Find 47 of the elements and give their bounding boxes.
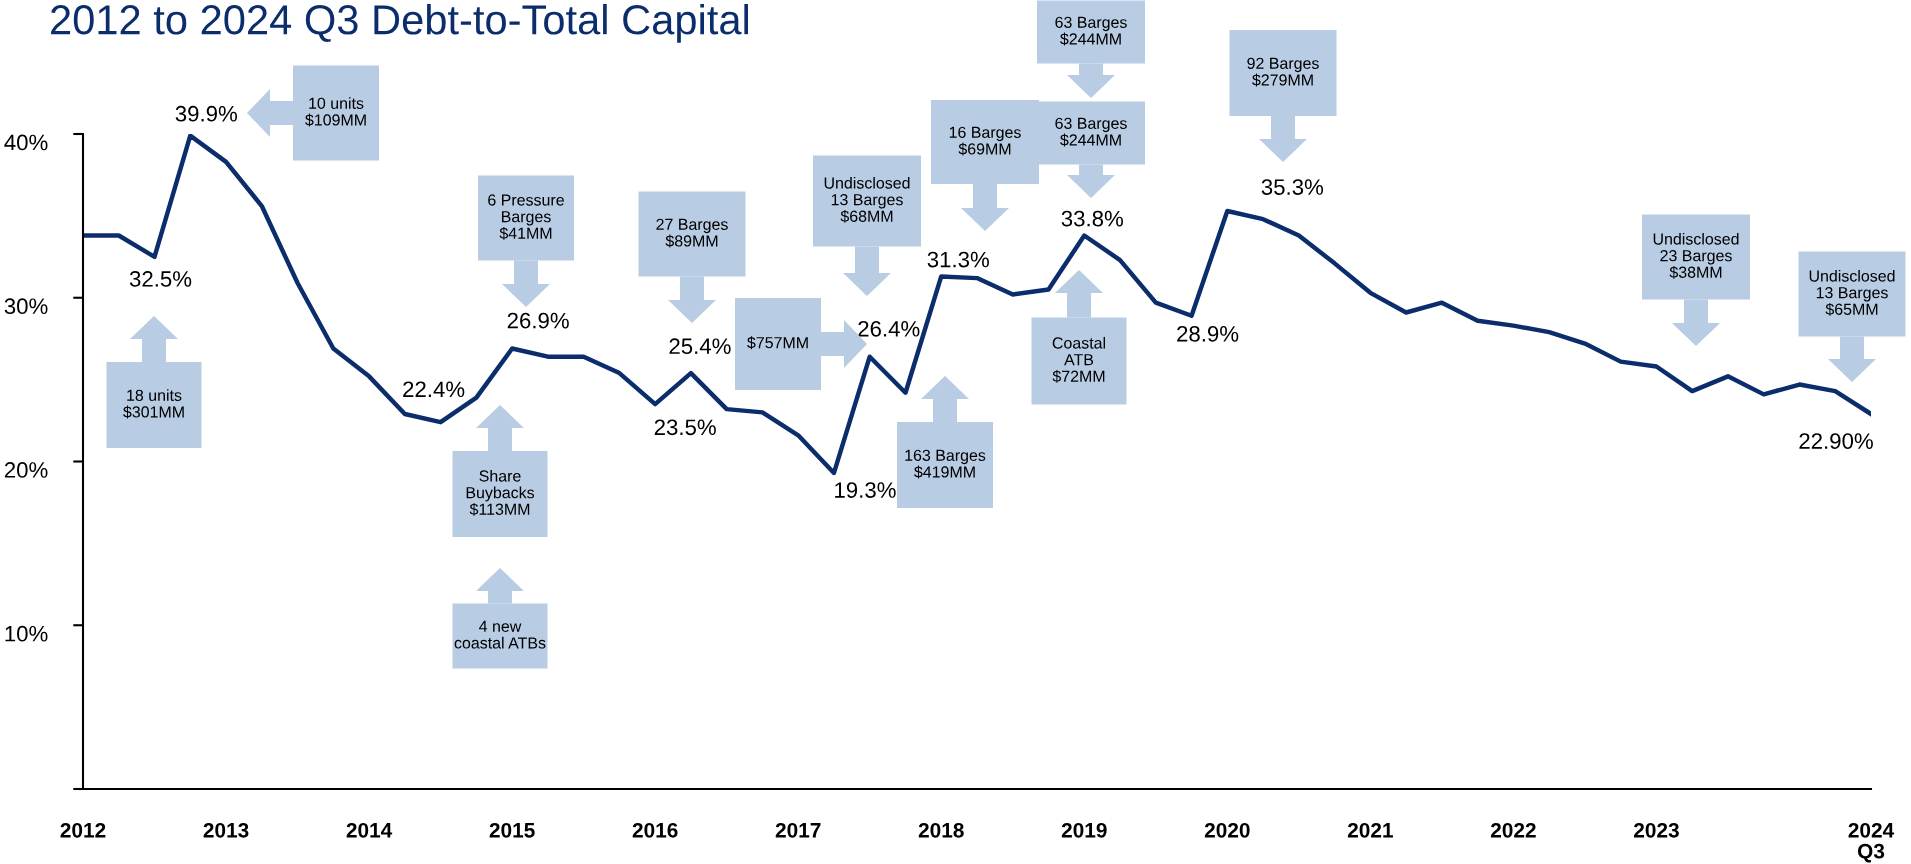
x-tick-label: 2017 — [775, 822, 821, 838]
annotation: 18 units $301MM — [123, 389, 184, 419]
x-tick-label: 2015 — [489, 822, 535, 838]
x-tick-label: 2020 — [1204, 822, 1250, 838]
annotation: 27 Barges $89MM — [656, 218, 728, 248]
data-label: 31.3% — [927, 251, 989, 268]
x-tick-label: 2019 — [1061, 822, 1107, 838]
x-tick-label: 2022 — [1490, 822, 1536, 838]
annotation: 163 Barges $419MM — [905, 449, 986, 479]
annotation: 4 new coastal ATBs — [454, 620, 546, 649]
data-label: 22.90% — [1799, 433, 1873, 449]
chart-title: 2012 to 2024 Q3 Debt-to-Total Capital — [51, 4, 749, 43]
data-label: 32.5% — [129, 271, 192, 287]
annotation: $757MM — [747, 336, 808, 350]
text: 10 units $109MM — [305, 97, 366, 127]
x-tick-label: 2021 — [1347, 822, 1393, 838]
data-label: 23.5% — [654, 419, 716, 436]
data-label: 28.9% — [1177, 325, 1239, 342]
x-tick-label: 2014 — [346, 822, 393, 838]
x-tick-label: 2012 — [60, 822, 106, 838]
annotation: 6 Pressure Barges $41MM — [488, 194, 564, 240]
x-tick-label: 2016 — [632, 822, 678, 838]
data-label: 35.3% — [1261, 179, 1324, 195]
data-label: 39.9% — [175, 105, 237, 122]
data-label: 33.8% — [1061, 210, 1123, 227]
y-tick-label: 40% — [4, 134, 48, 151]
annotation: Undisclosed 23 Barges $38MM — [1653, 232, 1739, 279]
y-tick-label: 10% — [5, 625, 48, 642]
data-label: 19.3% — [835, 482, 896, 498]
text: 92 Barges $279MM — [1247, 57, 1319, 87]
x-tick-label: 2018 — [918, 822, 964, 838]
data-label: 22.4% — [403, 381, 465, 398]
y-tick-label: 30% — [4, 298, 48, 315]
annotation: 16 Barges $69MM — [949, 126, 1021, 156]
data-label: 26.4% — [858, 320, 920, 337]
x-tick-label: 2024 Q3 — [1848, 822, 1895, 863]
annotation: Share Buybacks $113MM — [466, 469, 535, 516]
data-label: 25.4% — [669, 338, 731, 355]
data-label: 26.9% — [507, 312, 569, 329]
x-tick-label: 2013 — [203, 822, 249, 838]
annotation: Undisclosed 13 Barges $65MM — [1809, 269, 1895, 316]
y-tick-label: 20% — [4, 462, 48, 478]
annotation: 63 Barges $244MM — [1055, 117, 1127, 147]
text: 63 Barges $244MM — [1055, 16, 1127, 46]
x-tick-label: 2023 — [1633, 822, 1679, 838]
annotation: Coastal ATB $72MM — [1052, 336, 1106, 383]
annotation: Undisclosed 13 Barges $68MM — [824, 176, 910, 223]
